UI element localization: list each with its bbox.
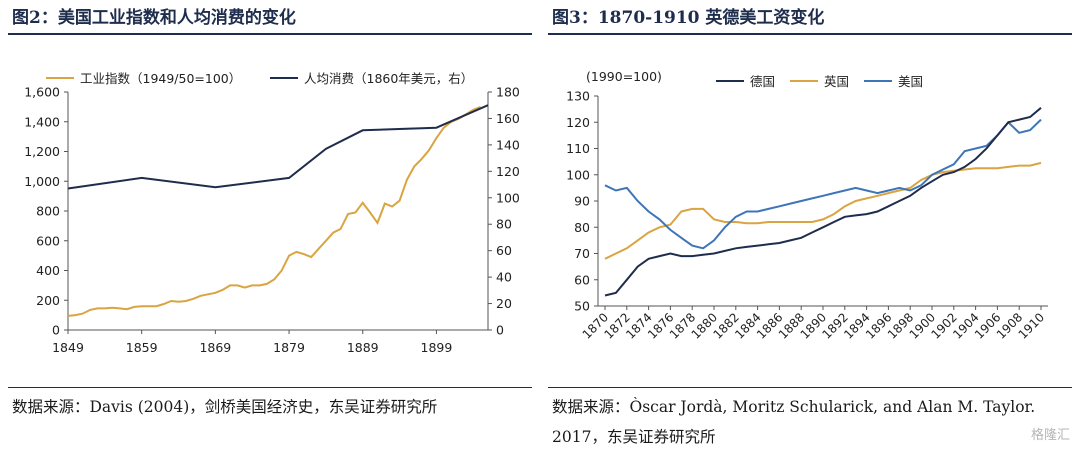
left-y-tick-label: 1,600 [24, 85, 60, 100]
right-y-tick-label: 60 [496, 243, 512, 258]
left-x-tick-label: 1869 [199, 340, 231, 355]
left-x-tick-label: 1879 [273, 340, 305, 355]
left-y-tick-label: 800 [36, 204, 60, 219]
legend-label-germany: 德国 [750, 74, 775, 89]
left-x-tick-label: 1899 [421, 340, 453, 355]
left-x-tick-label: 1859 [126, 340, 158, 355]
left-y-tick-label: 1,200 [24, 144, 60, 159]
right-y-tick-label: 80 [496, 217, 512, 232]
series-line-germany [604, 107, 1042, 297]
y-tick-label: 110 [566, 141, 590, 156]
series-line-usa [604, 118, 1042, 250]
right-y-tick-label: 160 [496, 111, 520, 126]
right-y-tick-label: 20 [496, 296, 512, 311]
y-unit-label: (1990=100) [586, 69, 662, 84]
x-tick-label: 1910 [1016, 310, 1047, 341]
right-y-tick-label: 140 [496, 137, 520, 152]
left-y-tick-label: 1,400 [24, 114, 60, 129]
series-line-industrial-index [67, 105, 481, 317]
y-tick-label: 130 [566, 89, 590, 104]
y-tick-label: 60 [574, 272, 590, 287]
figure-2-bottom-rule [8, 387, 532, 388]
left-x-tick-label: 1889 [347, 340, 379, 355]
figure-2-source: 数据来源：Davis (2004)，剑桥美国经济史，东吴证券研究所 [12, 398, 438, 416]
legend-label-britain: 英国 [824, 74, 849, 89]
figure-2-panel: 图2：美国工业指数和人均消费的变化 0 200 400 600 800 1,000 1,20… [8, 0, 540, 450]
right-y-tick-label: 0 [496, 323, 504, 338]
figure-3-source: 数据来源：Òscar Jordà, Moritz Schularick, and… [552, 398, 1036, 446]
y-tick-label: 90 [574, 194, 590, 209]
y-tick-label: 100 [566, 167, 590, 182]
y-tick-label: 50 [574, 299, 590, 314]
right-y-tick-label: 100 [496, 190, 520, 205]
figure-2-top-rule [8, 33, 532, 35]
left-y-tick-label: 1,000 [24, 174, 60, 189]
watermark: 格隆汇 [1030, 428, 1070, 443]
figure-2-title: 图2：美国工业指数和人均消费的变化 [12, 8, 296, 28]
legend-label-per-capita-consumption: 人均消费（1860年美元，右） [304, 71, 473, 86]
figure-3-top-rule [548, 33, 1072, 35]
left-y-tick-label: 200 [36, 293, 60, 308]
y-tick-label: 70 [574, 246, 590, 261]
right-y-tick-label: 40 [496, 270, 512, 285]
legend-label-industrial-index: 工业指数（1949/50=100） [80, 71, 241, 86]
right-y-tick-label: 180 [496, 85, 520, 100]
figure-2-chart: 0 200 400 600 800 1,000 1,200 1,400 1,600 0 20 40 6… [24, 71, 520, 355]
y-tick-label: 120 [566, 115, 590, 130]
series-line-britain [604, 161, 1042, 260]
figure-3-bottom-rule [548, 387, 1072, 388]
left-y-tick-label: 400 [36, 263, 60, 278]
figure-3-panel: 图3：1870-1910 英德美工资变化 (1990=100) 50 60 70 80… [548, 0, 1080, 450]
right-y-tick-label: 120 [496, 164, 520, 179]
series-line-per-capita-consumption [67, 104, 489, 190]
figure-3-title: 图3：1870-1910 英德美工资变化 [552, 8, 825, 28]
y-tick-label: 80 [574, 220, 590, 235]
legend-label-usa: 美国 [898, 74, 923, 89]
left-y-tick-label: 600 [36, 233, 60, 248]
left-x-tick-label: 1849 [52, 340, 84, 355]
left-y-tick-label: 0 [52, 323, 60, 338]
